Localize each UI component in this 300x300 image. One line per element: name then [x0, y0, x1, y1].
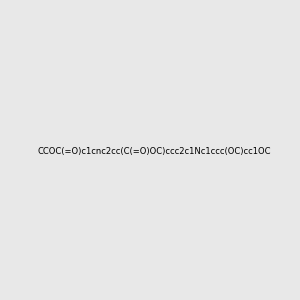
Text: CCOC(=O)c1cnc2cc(C(=O)OC)ccc2c1Nc1ccc(OC)cc1OC: CCOC(=O)c1cnc2cc(C(=O)OC)ccc2c1Nc1ccc(OC… — [37, 147, 271, 156]
